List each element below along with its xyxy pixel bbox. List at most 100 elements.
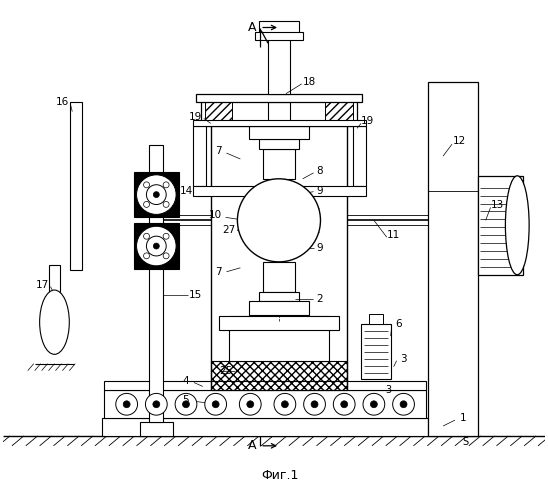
Bar: [478, 176, 523, 274]
Bar: [211, 361, 347, 390]
Circle shape: [205, 394, 226, 415]
Circle shape: [239, 394, 261, 415]
Circle shape: [136, 226, 176, 266]
Text: 27: 27: [222, 225, 235, 235]
Circle shape: [144, 182, 150, 188]
Bar: [193, 186, 366, 196]
Text: 18: 18: [303, 77, 316, 87]
Circle shape: [146, 236, 166, 256]
Text: 3: 3: [386, 386, 392, 396]
Bar: [134, 224, 179, 269]
Circle shape: [144, 202, 150, 207]
Bar: [104, 380, 426, 390]
Circle shape: [163, 202, 169, 207]
Circle shape: [144, 234, 150, 239]
Text: Фиг.1: Фиг.1: [261, 469, 299, 482]
Bar: [70, 102, 82, 270]
Text: 25: 25: [219, 366, 232, 376]
Ellipse shape: [39, 290, 69, 354]
Bar: [268, 34, 290, 94]
Text: 14: 14: [179, 186, 192, 196]
Bar: [259, 292, 299, 302]
Circle shape: [136, 175, 176, 214]
Circle shape: [153, 243, 159, 249]
Bar: [369, 314, 383, 324]
Circle shape: [393, 394, 414, 415]
Circle shape: [163, 234, 169, 239]
Ellipse shape: [505, 176, 529, 274]
Text: 5: 5: [182, 396, 189, 406]
Circle shape: [282, 401, 288, 407]
Bar: [150, 145, 163, 422]
Bar: [219, 316, 339, 330]
Circle shape: [153, 192, 159, 198]
Circle shape: [212, 401, 219, 407]
Text: 6: 6: [395, 319, 402, 329]
Text: 19: 19: [189, 112, 203, 122]
Circle shape: [311, 401, 318, 407]
Circle shape: [175, 394, 197, 415]
Bar: [259, 20, 299, 34]
Text: 7: 7: [215, 146, 222, 156]
Text: 9: 9: [316, 186, 323, 196]
Circle shape: [304, 394, 326, 415]
Text: A: A: [248, 440, 256, 452]
Bar: [201, 96, 357, 126]
Text: 8: 8: [316, 166, 323, 176]
Text: 3: 3: [400, 354, 407, 364]
Bar: [263, 262, 295, 292]
Bar: [263, 149, 295, 179]
Circle shape: [363, 394, 385, 415]
Bar: [140, 422, 173, 436]
Bar: [193, 120, 366, 126]
Circle shape: [182, 401, 190, 407]
Text: 1: 1: [460, 413, 466, 423]
Circle shape: [247, 401, 254, 407]
Text: 15: 15: [189, 290, 203, 300]
Text: 13: 13: [491, 200, 504, 210]
Bar: [268, 102, 290, 126]
Bar: [196, 94, 362, 102]
Bar: [429, 82, 478, 436]
Text: 11: 11: [387, 230, 400, 240]
Text: 16: 16: [56, 96, 69, 106]
Text: 10: 10: [209, 210, 222, 220]
Bar: [229, 316, 329, 361]
Bar: [255, 32, 302, 40]
Bar: [134, 172, 179, 218]
Bar: [361, 324, 391, 378]
Circle shape: [163, 253, 169, 259]
Text: 7: 7: [215, 267, 222, 277]
Text: A: A: [248, 21, 256, 34]
Circle shape: [341, 401, 347, 407]
Circle shape: [370, 401, 378, 407]
Text: 2: 2: [316, 294, 323, 304]
Text: 19: 19: [361, 116, 374, 126]
Circle shape: [146, 184, 166, 204]
Bar: [353, 126, 366, 186]
Bar: [205, 100, 232, 124]
Text: 12: 12: [453, 136, 466, 146]
Circle shape: [274, 394, 296, 415]
Circle shape: [123, 401, 130, 407]
Text: 9: 9: [316, 243, 323, 253]
Bar: [102, 418, 429, 436]
Circle shape: [163, 182, 169, 188]
Text: 17: 17: [36, 280, 49, 289]
Text: 4: 4: [182, 376, 189, 386]
Circle shape: [153, 401, 160, 407]
Circle shape: [237, 179, 321, 262]
Circle shape: [144, 253, 150, 259]
Text: S: S: [463, 437, 469, 447]
Bar: [49, 265, 60, 294]
Bar: [326, 100, 353, 124]
Circle shape: [145, 394, 167, 415]
Bar: [193, 126, 206, 186]
Circle shape: [333, 394, 355, 415]
Circle shape: [400, 401, 407, 407]
Bar: [104, 390, 426, 418]
Bar: [249, 302, 309, 316]
Bar: [259, 139, 299, 149]
Bar: [249, 126, 309, 139]
Circle shape: [116, 394, 138, 415]
